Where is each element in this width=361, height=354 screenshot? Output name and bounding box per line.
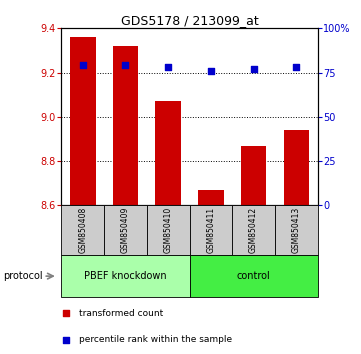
Bar [283,130,309,205]
Text: GSM850409: GSM850409 [121,207,130,253]
Text: percentile rank within the sample: percentile rank within the sample [79,335,232,344]
Bar [190,255,318,297]
Point [80,63,86,68]
Point [64,337,69,343]
Bar [198,190,224,205]
Point [123,63,129,68]
Text: PBEF knockdown: PBEF knockdown [84,271,167,281]
Point [293,64,299,70]
Point [251,66,256,72]
Bar [155,101,181,205]
Bar [232,205,275,255]
Bar [241,145,266,205]
Text: transformed count: transformed count [79,309,164,318]
Bar [61,205,104,255]
Text: GSM850410: GSM850410 [164,207,173,253]
Bar [113,46,138,205]
Bar [61,255,190,297]
Point [165,64,171,70]
Bar [147,205,190,255]
Point [64,310,69,316]
Point [208,68,214,74]
Bar [190,205,232,255]
Text: GSM850412: GSM850412 [249,207,258,253]
Text: GSM850413: GSM850413 [292,207,301,253]
Text: control: control [237,271,270,281]
Title: GDS5178 / 213099_at: GDS5178 / 213099_at [121,14,258,27]
Bar [104,205,147,255]
Text: protocol: protocol [4,271,43,281]
Text: GSM850408: GSM850408 [78,207,87,253]
Bar [275,205,318,255]
Bar [70,37,96,205]
Text: GSM850411: GSM850411 [206,207,216,253]
